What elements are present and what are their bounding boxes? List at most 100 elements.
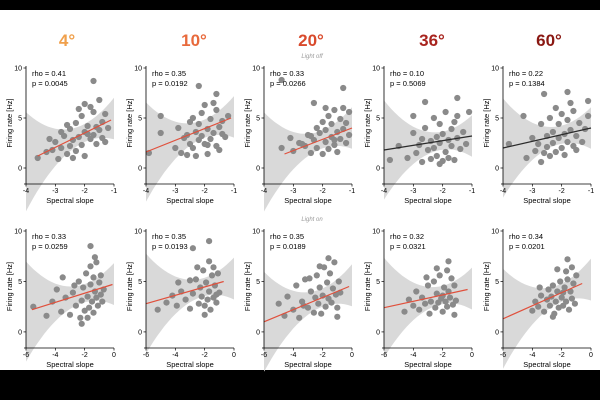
data-point: [446, 294, 454, 301]
data-point: [310, 309, 317, 316]
rho-annotation: rho = 0.34: [509, 232, 543, 241]
data-point: [97, 272, 104, 279]
x-tick-label: -6: [23, 352, 29, 359]
data-point: [422, 98, 429, 106]
x-tick-label: -3: [52, 188, 58, 195]
data-point: [452, 297, 459, 304]
data-point: [216, 123, 223, 131]
data-point: [186, 305, 194, 312]
data-point: [433, 133, 440, 141]
x-tick-label: -3: [290, 188, 296, 195]
data-point: [331, 259, 338, 266]
data-point: [405, 296, 412, 303]
column-title-20: 20°: [298, 31, 324, 50]
x-axis-label: Spectral slope: [46, 196, 94, 205]
data-point: [329, 285, 336, 292]
data-point: [69, 289, 76, 296]
data-point: [567, 126, 574, 134]
data-point: [424, 146, 432, 154]
data-point: [322, 126, 329, 134]
column-title-36: 36°: [419, 31, 445, 50]
data-point: [563, 298, 570, 305]
data-point: [184, 151, 191, 159]
regression-line: [383, 135, 473, 151]
data-point: [324, 279, 331, 286]
data-point: [46, 135, 53, 143]
data-point: [198, 109, 205, 117]
y-tick-label: 5: [495, 116, 499, 123]
data-point: [576, 119, 583, 127]
p-value-annotation: p = 0.0192: [152, 79, 188, 88]
data-point: [206, 238, 213, 245]
data-point: [278, 144, 285, 152]
column-title-4: 4°: [59, 31, 75, 50]
data-point: [93, 259, 100, 266]
data-point: [340, 84, 347, 92]
panel-r1-c2: 0 5 10 -6 -4 -2 0 Spectral slope Firing rate [Hz…: [243, 229, 354, 372]
data-point: [175, 279, 182, 286]
data-point: [337, 135, 344, 143]
x-tick-label: -4: [410, 352, 416, 359]
data-point: [201, 101, 208, 109]
data-point: [90, 108, 97, 116]
regression-line: [31, 283, 113, 311]
x-tick-label: -4: [52, 352, 58, 359]
data-point: [84, 293, 91, 300]
y-tick-label: 0: [495, 329, 499, 336]
data-point: [310, 99, 317, 107]
x-tick-label: 0: [350, 352, 354, 359]
data-point: [195, 82, 202, 90]
x-tick-label: -3: [410, 188, 416, 195]
x-tick-label: -6: [143, 352, 149, 359]
data-point: [163, 299, 170, 306]
data-point: [451, 311, 458, 318]
confidence-band: [146, 96, 234, 202]
data-point: [192, 276, 199, 283]
regression-line: [145, 117, 232, 153]
data-point: [419, 135, 426, 143]
x-tick-label: -4: [172, 352, 178, 359]
data-point: [413, 149, 420, 157]
data-point: [541, 90, 548, 98]
data-point: [198, 293, 205, 300]
data-point: [154, 306, 161, 313]
data-point: [552, 148, 559, 156]
data-point: [173, 302, 180, 309]
x-tick-label: -1: [111, 188, 117, 195]
data-point: [105, 124, 112, 132]
data-point: [204, 150, 211, 158]
data-point: [565, 306, 573, 313]
x-tick-label: -2: [440, 352, 446, 359]
data-point: [571, 300, 579, 307]
data-point: [43, 312, 50, 319]
data-point: [433, 265, 440, 272]
y-axis-label: Firing rate [Hz]: [363, 98, 372, 147]
data-point: [87, 243, 94, 250]
data-point: [549, 139, 557, 147]
y-axis-label: Firing rate [Hz]: [5, 98, 14, 147]
data-point: [538, 158, 545, 166]
data-point: [579, 138, 586, 146]
data-point: [175, 124, 182, 132]
data-point: [72, 147, 79, 155]
data-point: [64, 121, 71, 129]
column-title-10: 10°: [181, 31, 207, 50]
x-tick-label: -2: [82, 352, 88, 359]
data-point: [570, 107, 577, 115]
data-point: [331, 106, 338, 114]
panel-r0-c2: 0 5 10 -4 -3 -2 -1 Spectral slope Firing rate [H…: [243, 66, 355, 212]
y-tick-label: 5: [138, 279, 142, 286]
y-axis-label: Firing rate [Hz]: [125, 98, 134, 147]
data-point: [573, 146, 580, 154]
data-point: [312, 294, 319, 301]
data-point: [340, 104, 347, 112]
data-point: [430, 278, 437, 285]
x-tick-label: -2: [440, 188, 446, 195]
data-point: [66, 311, 74, 318]
panel-r1-c4: 0 5 10 -6 -4 -2 0 Spectral slope Firing rate [Hz…: [482, 229, 593, 370]
data-point: [343, 119, 350, 127]
data-point: [182, 296, 189, 303]
data-point: [72, 119, 79, 127]
data-point: [445, 154, 452, 162]
rho-annotation: rho = 0.10: [390, 69, 424, 78]
